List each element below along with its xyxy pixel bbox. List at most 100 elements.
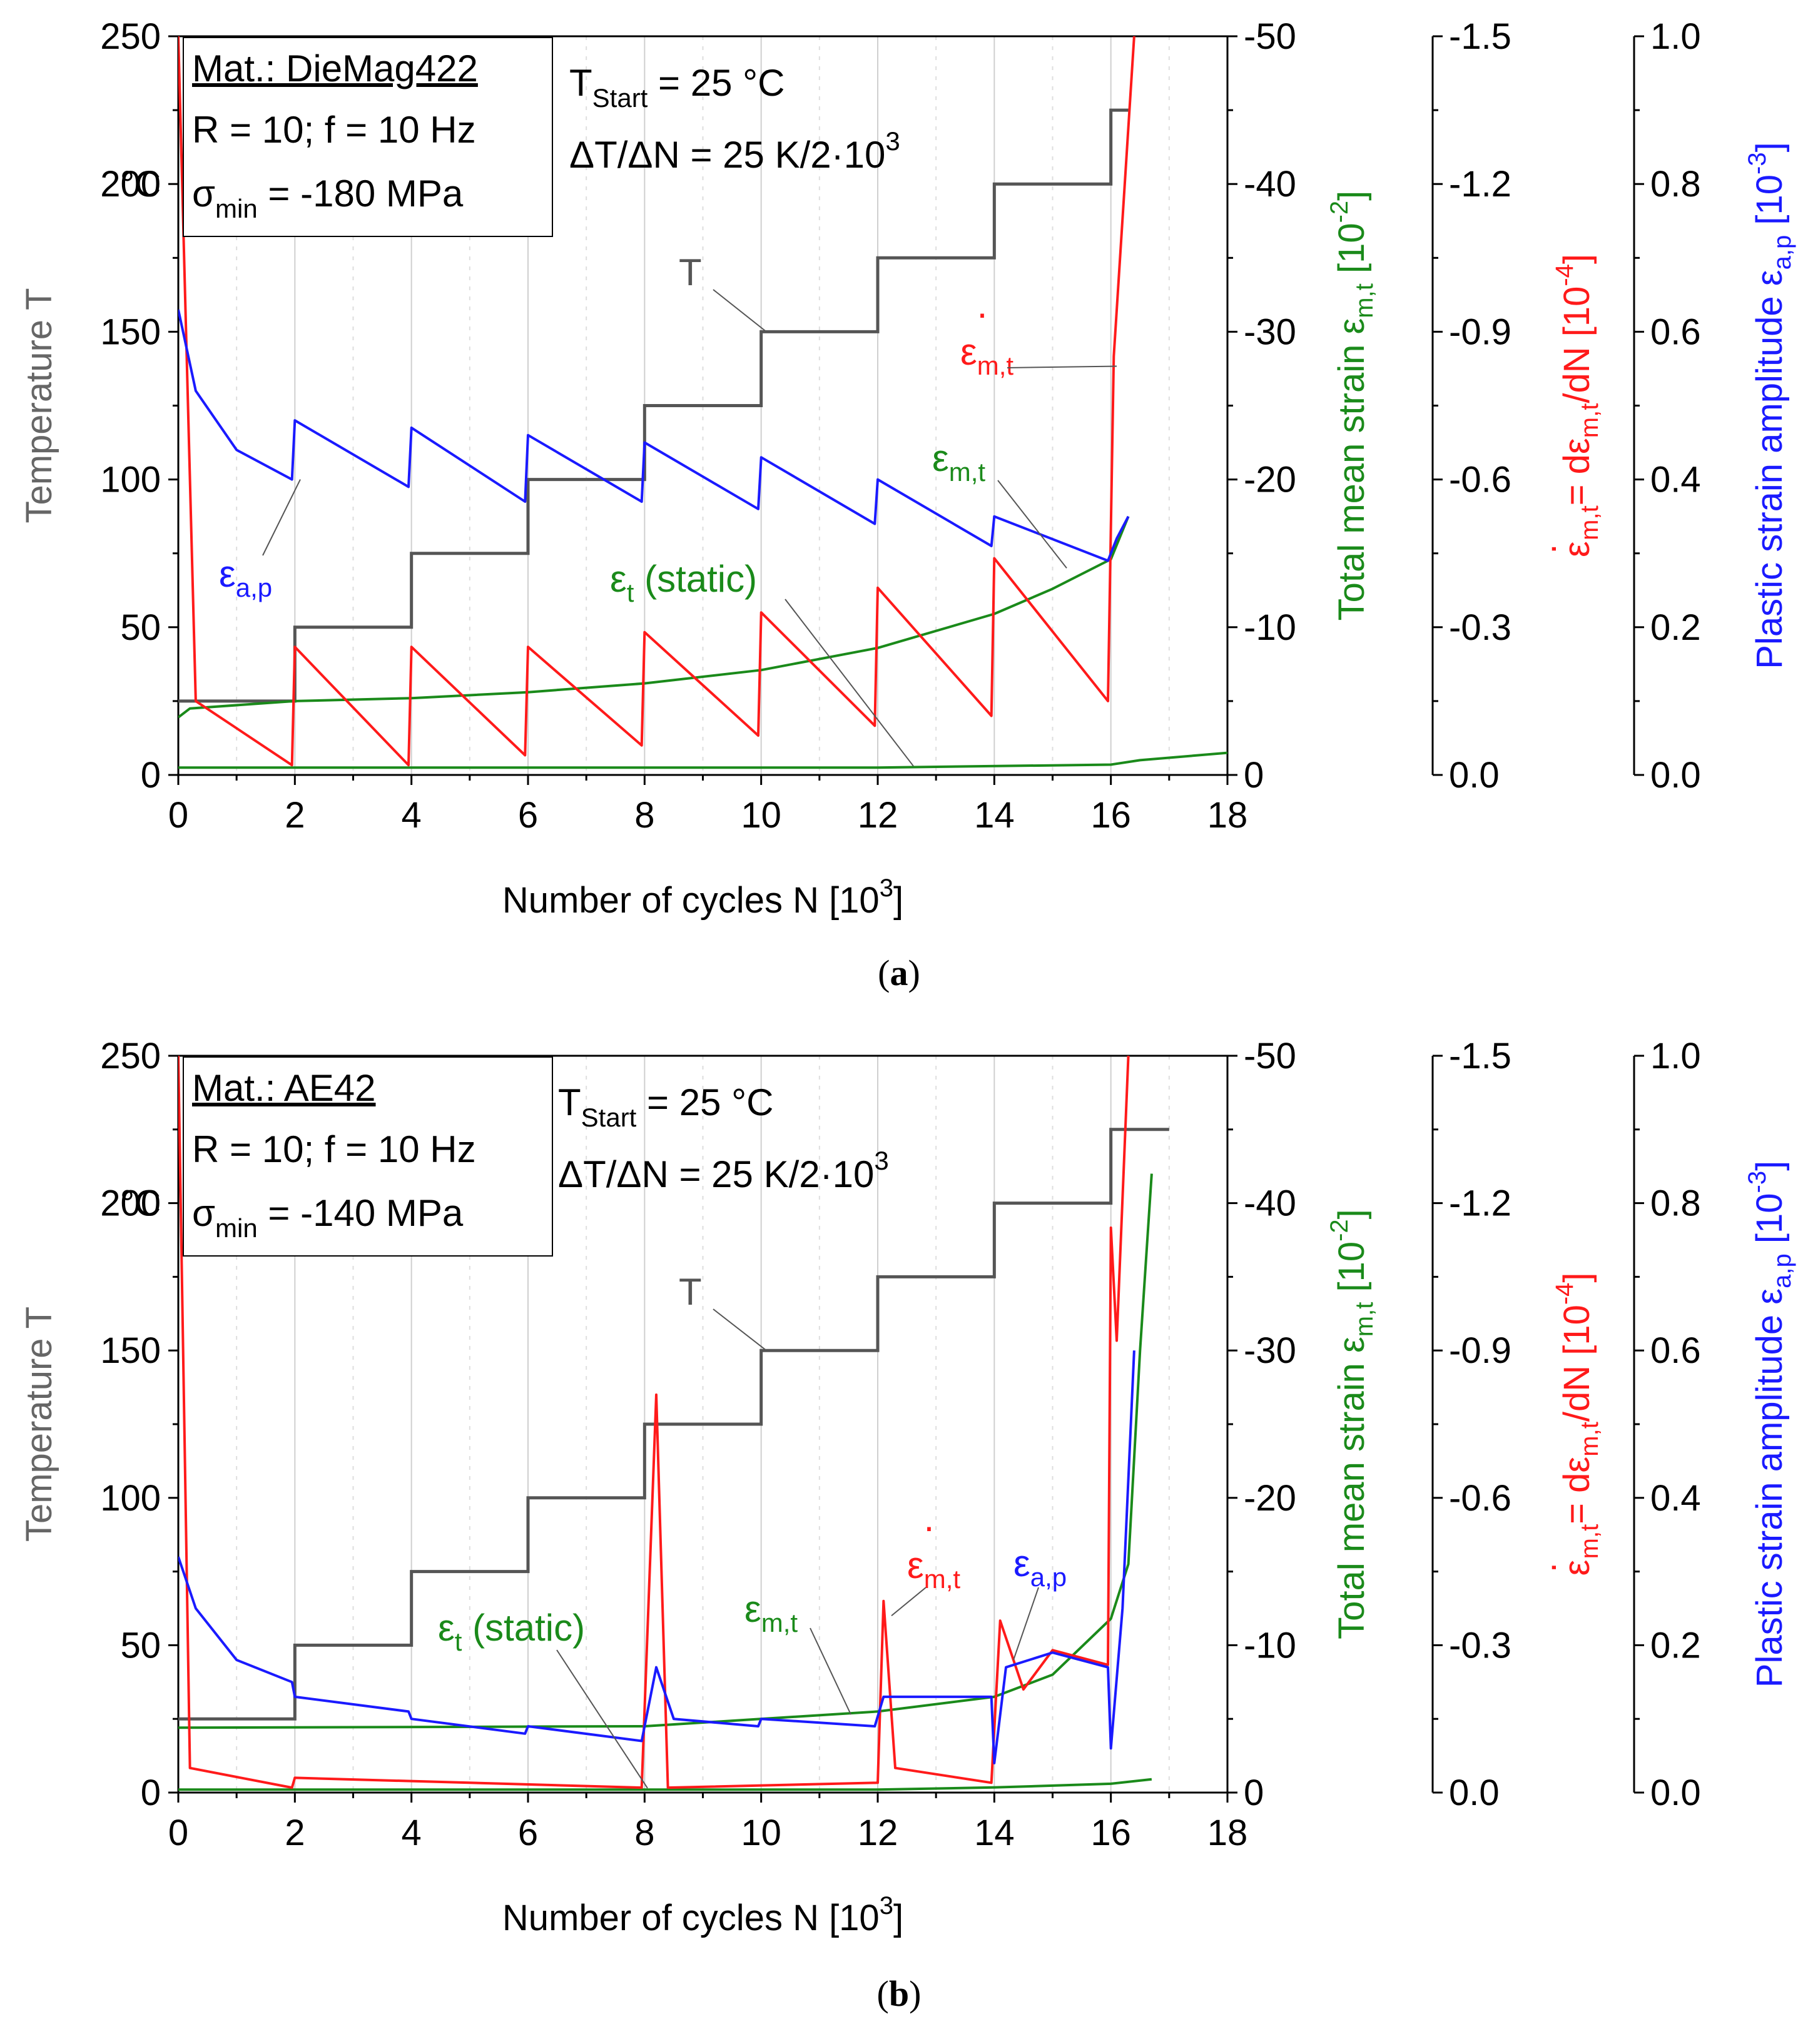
static-tail: (static) [462, 1607, 585, 1649]
rate-axis-tick-label: -0.6 [1449, 460, 1511, 500]
x-tick-label: 8 [634, 795, 654, 836]
strain-axis-label-sub: m,t [1351, 1302, 1378, 1337]
rate-axis-tick-label: -1.2 [1449, 1183, 1511, 1224]
rate-axis-tick-label: -0.3 [1449, 607, 1511, 648]
x-tick-label: 8 [634, 1813, 654, 1853]
left-tick-label: 150 [100, 1330, 161, 1371]
rate-axis-tick-label: -1.5 [1449, 16, 1511, 57]
min-stress-label: σmin = -180 MPa [192, 173, 464, 223]
static-main: ε [610, 558, 627, 600]
x-tick-label: 14 [974, 1813, 1015, 1853]
rate-curve-dot: · [923, 1505, 935, 1547]
strain-axis-label-main: Total mean strain ε [1331, 318, 1372, 621]
strain-axis-label: Total mean strain εm,t [10-2] [1326, 1209, 1378, 1639]
amplitude-axis-label-end: ] [1749, 142, 1790, 152]
start-value: = 25 °C [636, 1081, 773, 1123]
strain-axis-tick-label: -10 [1244, 607, 1296, 648]
rate-axis-tick-label: -0.9 [1449, 1330, 1511, 1371]
x-tick-label: 18 [1207, 795, 1248, 836]
strain-axis-label-tail: [10 [1331, 1242, 1372, 1302]
left-tick-label: 0 [141, 755, 161, 796]
heating-rate-label: ΔT/ΔN = 25 K/2·103 [569, 126, 900, 176]
strain-axis-tick-label: -40 [1244, 164, 1296, 205]
strain-rate-line [178, 1056, 1130, 1789]
annotation-main: ε [219, 553, 236, 595]
sigma-symbol: σ [192, 173, 215, 215]
amplitude-axis-label-end: ] [1749, 1161, 1790, 1171]
temperature-step-line [178, 1128, 1169, 1721]
mean-strain-curve-label: εm,t [744, 1588, 798, 1637]
mean-strain-curve-label: εm,t [932, 437, 985, 487]
left-axis-label: Temperature T [19, 288, 59, 523]
T-curve-label: T [679, 251, 702, 293]
static-sub: t [455, 1627, 462, 1656]
material-info-box [183, 37, 553, 237]
rate-axis-label-dot: · [1531, 1561, 1572, 1573]
annotation-main: ε [907, 1544, 924, 1586]
rate-axis-label-sub: m,t [1576, 1524, 1603, 1559]
amplitude-axis-tick-label: 1.0 [1650, 1036, 1701, 1076]
rate-axis-tick-label: -0.3 [1449, 1625, 1511, 1666]
static-leader [556, 1649, 648, 1789]
heating-rate-label: ΔT/ΔN = 25 K/2·103 [558, 1146, 889, 1195]
x-tick-label: 4 [402, 795, 422, 836]
x-tick-label: 18 [1207, 1813, 1248, 1853]
left-tick-label: 50 [120, 1625, 161, 1666]
annotation-sub: m,t [761, 1608, 798, 1637]
annotation-sub: a,p [1030, 1562, 1067, 1592]
amplitude-axis-tick-label: 0.2 [1650, 607, 1701, 648]
left-tick-label: 200 [100, 164, 161, 205]
strain-axis-label-tail: [10 [1331, 223, 1372, 283]
left-tick-label: 150 [100, 311, 161, 352]
static-strain-line [178, 1778, 1152, 1791]
x-tick-label: 12 [858, 1813, 898, 1853]
amplitude-leader [262, 479, 301, 556]
rate-axis-label-mid-sub: m,t [1576, 403, 1603, 438]
start-symbol: T [558, 1081, 581, 1123]
annotation-sub: m,t [924, 1564, 961, 1594]
sigma-sub: min [215, 1213, 258, 1243]
caption-letter: b [889, 1973, 909, 2014]
annotation-main: ε [1013, 1542, 1030, 1584]
static-curve-label: εt (static) [438, 1607, 585, 1656]
annotation-main: ε [932, 437, 949, 479]
x-tick-label: 2 [285, 1813, 305, 1853]
start-temperature-label: TStart = 25 °C [569, 62, 785, 113]
start-temperature-label: TStart = 25 °C [558, 1081, 773, 1132]
strain-axis-tick-label: -30 [1244, 311, 1296, 352]
static-strain-line [178, 751, 1227, 769]
static-sub: t [627, 578, 634, 607]
x-tick-label: 16 [1090, 795, 1131, 836]
amplitude-axis-tick-label: 0.0 [1650, 755, 1701, 796]
rate-axis-tick-label: 0.0 [1449, 1773, 1500, 1813]
strain-axis-tick-label: -50 [1244, 16, 1296, 57]
T-leader [713, 1308, 767, 1351]
rate-leader [1007, 365, 1117, 368]
rate-curve-label: εm,t [907, 1544, 960, 1594]
rate-axis-tick-label: -0.9 [1449, 311, 1511, 352]
x-tick-label: 6 [518, 1813, 538, 1853]
rate-axis-label-post: /dN [10 [1557, 286, 1597, 403]
x-axis-label: Number of cycles N [103] [502, 874, 903, 921]
data-layer [178, 1056, 1169, 1791]
strain-axis-tick-label: -30 [1244, 1330, 1296, 1371]
rate-sup: 3 [874, 1146, 888, 1175]
sigma-symbol: σ [192, 1192, 215, 1234]
mean-strain-leader [997, 480, 1067, 569]
rate-axis-label-mid: = dε [1557, 438, 1597, 505]
strain-rate-line [178, 36, 1135, 767]
T-leader [713, 289, 767, 333]
x-tick-label: 16 [1090, 1813, 1131, 1853]
data-layer [178, 36, 1227, 769]
amplitude-axis-tick-label: 0.0 [1650, 1773, 1701, 1813]
x-tick-label: 6 [518, 795, 538, 836]
mean-strain-leader [810, 1627, 851, 1715]
amplitude-axis-tick-label: 1.0 [1650, 16, 1701, 57]
x-axis-label-sup: 3 [880, 874, 893, 902]
plastic-amplitude-line [178, 309, 1130, 562]
amplitude-axis-tick-label: 0.4 [1650, 460, 1701, 500]
x-tick-label: 10 [741, 795, 781, 836]
rate-axis-label-sup: -4 [1551, 1283, 1578, 1305]
left-tick-label: 100 [100, 460, 161, 500]
